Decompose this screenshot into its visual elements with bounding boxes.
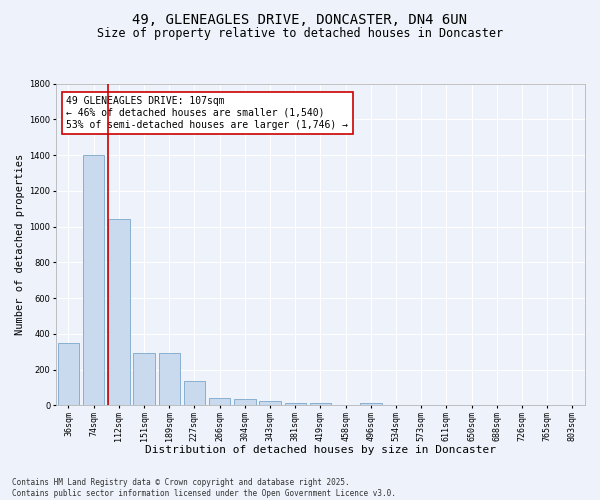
Y-axis label: Number of detached properties: Number of detached properties bbox=[15, 154, 25, 335]
Bar bbox=[209, 398, 230, 406]
Text: 49 GLENEAGLES DRIVE: 107sqm
← 46% of detached houses are smaller (1,540)
53% of : 49 GLENEAGLES DRIVE: 107sqm ← 46% of det… bbox=[67, 96, 349, 130]
Bar bbox=[259, 401, 281, 406]
Bar bbox=[133, 352, 155, 406]
Text: 49, GLENEAGLES DRIVE, DONCASTER, DN4 6UN: 49, GLENEAGLES DRIVE, DONCASTER, DN4 6UN bbox=[133, 12, 467, 26]
Bar bbox=[184, 381, 205, 406]
Text: Size of property relative to detached houses in Doncaster: Size of property relative to detached ho… bbox=[97, 28, 503, 40]
Text: Contains HM Land Registry data © Crown copyright and database right 2025.
Contai: Contains HM Land Registry data © Crown c… bbox=[12, 478, 396, 498]
Bar bbox=[108, 220, 130, 406]
X-axis label: Distribution of detached houses by size in Doncaster: Distribution of detached houses by size … bbox=[145, 445, 496, 455]
Bar bbox=[310, 403, 331, 406]
Bar bbox=[234, 399, 256, 406]
Bar bbox=[58, 342, 79, 406]
Bar bbox=[83, 155, 104, 406]
Bar bbox=[158, 352, 180, 406]
Bar bbox=[360, 402, 382, 406]
Bar bbox=[284, 402, 306, 406]
